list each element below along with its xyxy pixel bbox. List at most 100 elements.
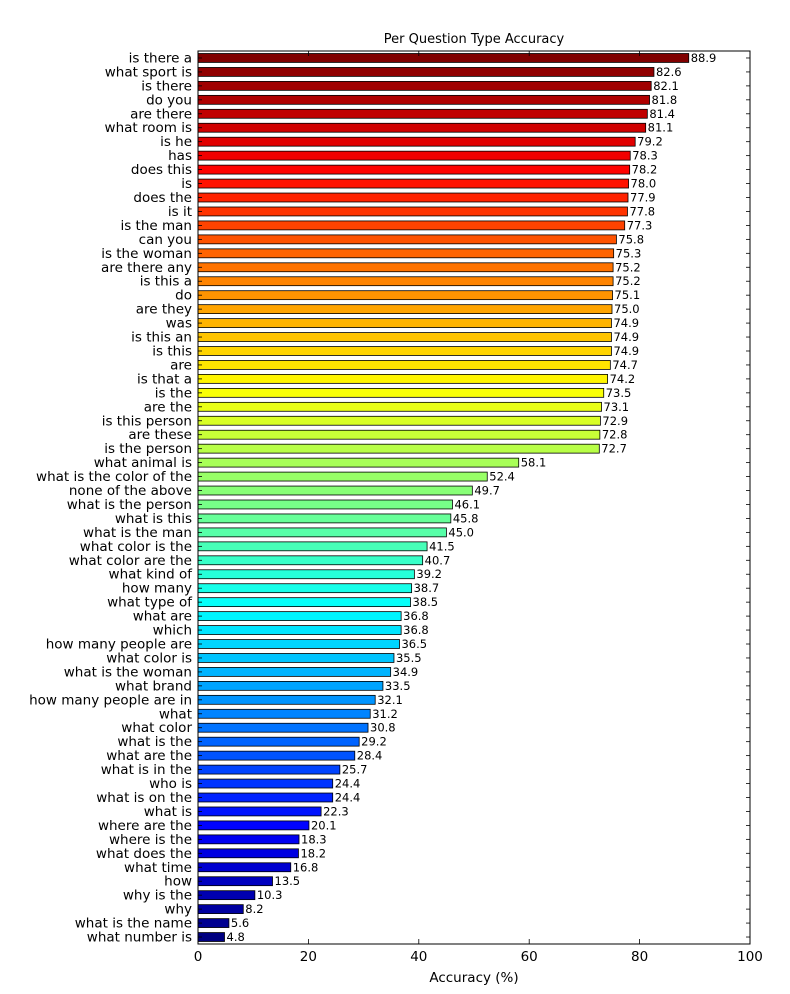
bar — [197, 164, 631, 175]
category-label: what does the — [96, 846, 192, 862]
value-label: 29.2 — [361, 735, 387, 749]
value-label: 75.8 — [618, 232, 644, 246]
value-label: 31.2 — [372, 707, 398, 721]
value-label: 34.9 — [393, 665, 419, 679]
bar — [197, 694, 376, 705]
category-label: what type of — [107, 595, 193, 611]
bar — [197, 136, 636, 147]
category-label: is the person — [104, 441, 192, 457]
bar — [197, 750, 356, 761]
bar — [197, 262, 614, 273]
category-label: what is on the — [96, 790, 192, 806]
value-label: 78.3 — [632, 149, 658, 163]
category-label: are there any — [101, 260, 192, 276]
value-label: 75.1 — [615, 288, 641, 302]
category-label: has — [168, 148, 192, 164]
category-label: is this an — [131, 330, 192, 346]
value-label: 72.9 — [602, 414, 628, 428]
category-label: how many — [122, 581, 192, 597]
bar — [197, 332, 612, 342]
category-label: are there — [130, 106, 192, 122]
value-label: 13.5 — [275, 874, 301, 888]
category-label: is this person — [102, 413, 192, 429]
category-label: does this — [131, 162, 192, 178]
bar — [197, 206, 628, 217]
bar — [197, 499, 453, 510]
bar — [197, 862, 292, 873]
value-label: 82.6 — [656, 65, 682, 79]
bar — [197, 150, 631, 161]
category-label: is he — [160, 134, 192, 150]
category-label: what sport is — [105, 64, 192, 80]
bar — [197, 653, 395, 663]
category-label: who is — [149, 776, 192, 792]
value-label: 36.8 — [403, 623, 429, 637]
bar — [197, 764, 341, 775]
bar — [197, 346, 612, 356]
category-label: where are the — [98, 818, 192, 834]
bar — [197, 792, 334, 803]
category-label: what is the person — [67, 497, 192, 513]
category-label: what is the woman — [64, 664, 192, 680]
value-label: 35.5 — [396, 651, 422, 665]
category-label: how many people are — [46, 637, 192, 653]
category-label: none of the above — [69, 483, 192, 499]
category-label: what room is — [105, 120, 192, 136]
bar — [197, 443, 600, 454]
value-label: 82.1 — [653, 79, 679, 93]
value-label: 38.5 — [413, 595, 439, 609]
bar — [197, 639, 400, 649]
category-label: what are the — [106, 748, 192, 764]
value-label: 81.1 — [648, 121, 674, 135]
x-tick-label: 80 — [631, 949, 648, 965]
bar — [197, 318, 612, 328]
category-label: is that a — [137, 371, 192, 387]
value-label: 16.8 — [293, 860, 319, 874]
bar — [197, 122, 647, 133]
bar — [197, 108, 648, 119]
category-label: how — [164, 874, 192, 890]
value-label: 24.4 — [335, 777, 361, 791]
category-label: what is the color of the — [36, 469, 192, 485]
bar — [197, 234, 617, 245]
bar — [197, 806, 322, 817]
x-tick-label: 40 — [410, 949, 427, 965]
value-label: 4.8 — [227, 930, 245, 944]
bar — [197, 722, 369, 733]
value-label: 75.3 — [616, 246, 642, 260]
bar — [197, 360, 611, 370]
category-label: what color is the — [80, 539, 192, 555]
category-label: why — [164, 902, 192, 918]
category-label: do you — [146, 92, 192, 108]
bar — [197, 555, 424, 566]
bar — [197, 681, 384, 691]
value-labels: 88.9 82.682.181.881.481.179.278.378.278.0… — [227, 51, 717, 944]
value-label: 75.2 — [615, 274, 641, 288]
value-label: 75.2 — [615, 260, 641, 274]
value-label: 74.7 — [612, 358, 638, 372]
category-label: what is in the — [101, 762, 192, 778]
value-label: 79.2 — [637, 135, 663, 149]
category-label: does the — [133, 190, 192, 206]
value-label: 46.1 — [454, 497, 480, 511]
bar — [197, 541, 428, 552]
bar — [197, 904, 244, 914]
category-label: what is the — [117, 734, 192, 750]
category-label: is there — [141, 78, 192, 94]
bar — [197, 527, 447, 538]
category-label: what color — [121, 720, 192, 736]
category-label: how many people are in — [29, 692, 192, 708]
bar — [197, 569, 415, 580]
category-label: what color is — [106, 650, 192, 666]
category-label: what is the name — [75, 916, 192, 932]
ticks-layer — [197, 51, 751, 944]
value-label: 38.7 — [414, 581, 440, 595]
value-label: 73.1 — [604, 400, 630, 414]
bar — [197, 53, 690, 63]
category-label: which — [153, 623, 192, 639]
value-label: 49.7 — [474, 484, 500, 498]
x-tick-labels: 0 20 40 60 80 100 — [194, 949, 763, 965]
category-label: why is the — [123, 888, 192, 904]
